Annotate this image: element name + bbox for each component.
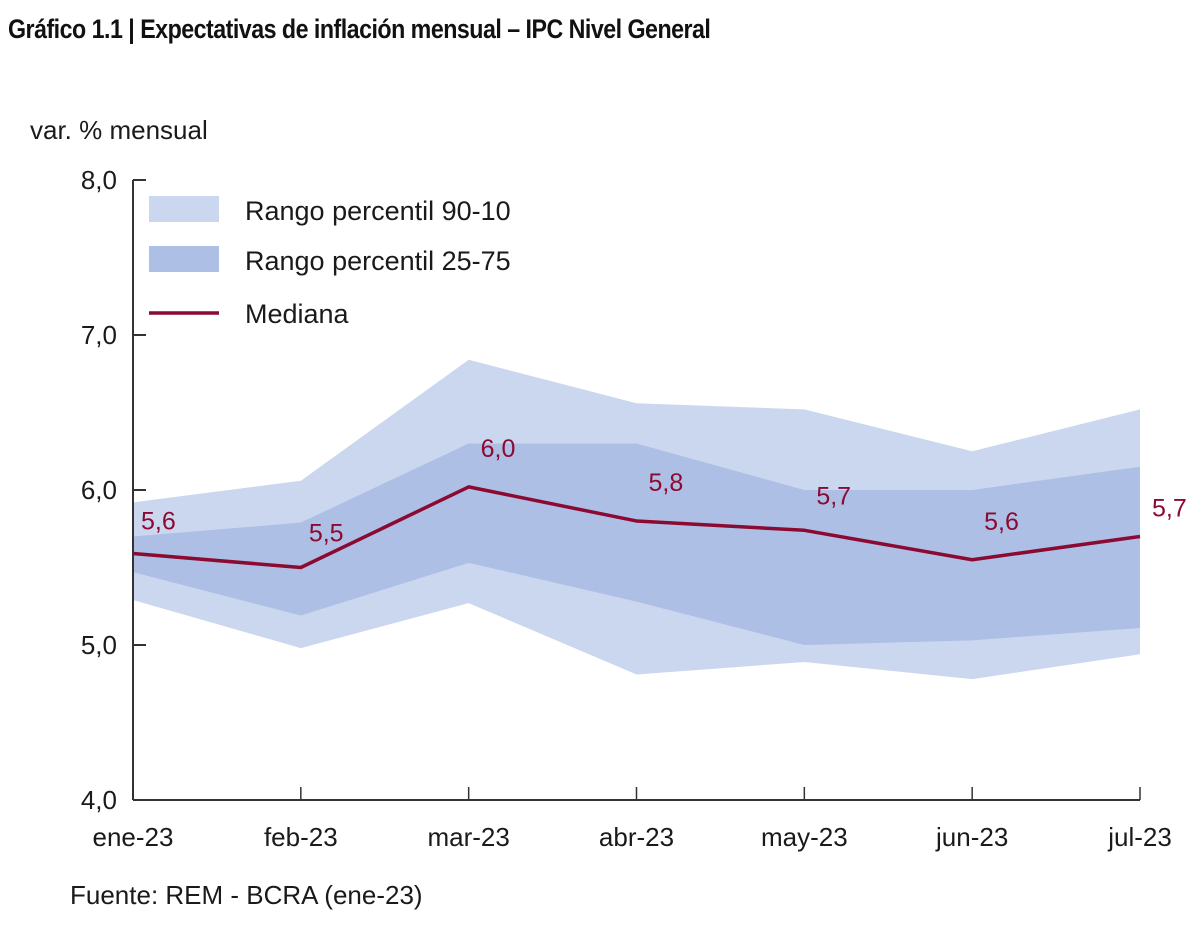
y-tick-label: 7,0 bbox=[81, 320, 117, 350]
x-tick-label: jul-23 bbox=[1107, 822, 1172, 852]
median-layer bbox=[132, 485, 1141, 570]
y-tick-label: 6,0 bbox=[81, 475, 117, 505]
source-note: Fuente: REM - BCRA (ene-23) bbox=[70, 880, 423, 910]
legend: Rango percentil 90-10 Rango percentil 25-… bbox=[149, 196, 511, 329]
chart-title: Gráfico 1.1 | Expectativas de inflación … bbox=[8, 14, 711, 44]
axes-layer: 4,0 5,0 6,0 7,0 8,0 ene-23 feb-23 mar-23 abr-23 m… bbox=[81, 165, 1172, 852]
legend-swatch bbox=[149, 246, 219, 272]
x-tick-label: jun-23 bbox=[935, 822, 1008, 852]
legend-label: Mediana bbox=[245, 299, 350, 329]
median-data-label: 5,6 bbox=[984, 508, 1019, 536]
y-tick-label: 4,0 bbox=[81, 785, 117, 815]
legend-label: Rango percentil 25-75 bbox=[245, 246, 511, 276]
median-data-label: 6,0 bbox=[481, 435, 516, 463]
x-tick-label: mar-23 bbox=[427, 822, 509, 852]
x-tick-label: feb-23 bbox=[264, 822, 338, 852]
data-labels-layer: 5,6 5,5 6,0 5,8 5,7 5,6 5,7 bbox=[141, 435, 1187, 548]
x-tick-label: ene-23 bbox=[93, 822, 174, 852]
median-data-label: 5,5 bbox=[309, 520, 344, 548]
median-data-label: 5,7 bbox=[1152, 495, 1187, 523]
y-tick-label: 5,0 bbox=[81, 630, 117, 660]
median-data-label: 5,6 bbox=[141, 508, 176, 536]
y-axis-label: var. % mensual bbox=[30, 115, 208, 145]
band-p25-p75 bbox=[133, 443, 1140, 645]
median-data-label: 5,8 bbox=[649, 469, 684, 497]
legend-swatch bbox=[149, 196, 219, 222]
x-tick-label: abr-23 bbox=[599, 822, 674, 852]
legend-label: Rango percentil 90-10 bbox=[245, 196, 511, 226]
y-tick-label: 8,0 bbox=[81, 165, 117, 195]
median-data-label: 5,7 bbox=[816, 482, 851, 510]
x-tick-label: may-23 bbox=[761, 822, 848, 852]
